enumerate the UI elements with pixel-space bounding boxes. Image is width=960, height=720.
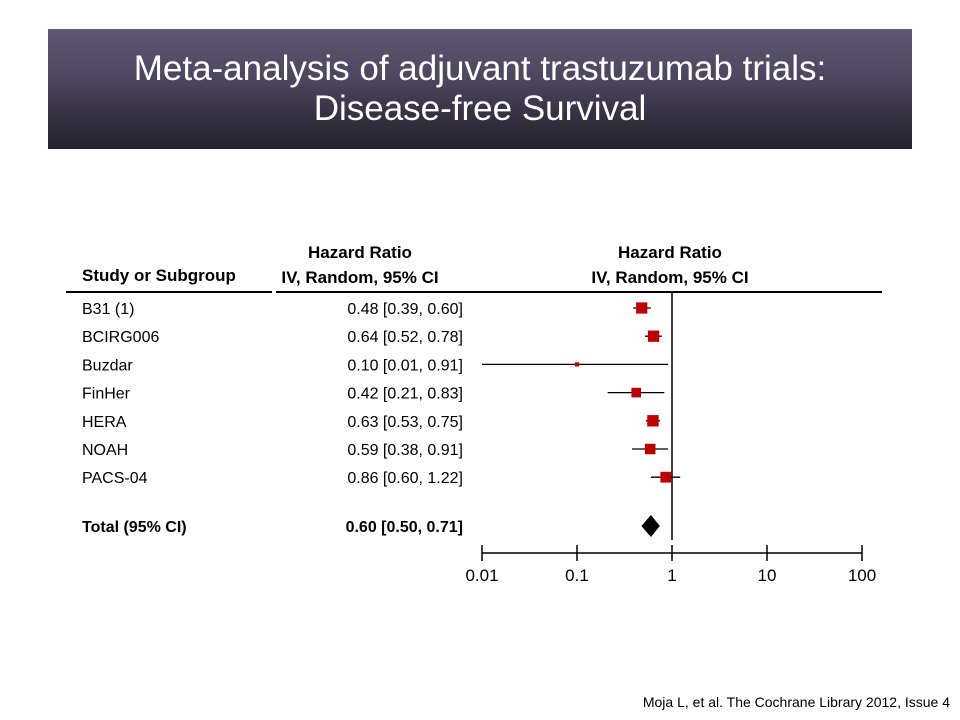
study-point-marker — [631, 387, 642, 398]
study-name: B31 (1) — [82, 301, 134, 318]
study-point-marker — [647, 415, 659, 427]
x-tick-label: 0.01 — [465, 566, 498, 585]
study-point-marker — [647, 330, 660, 342]
x-tick-label: 0.1 — [565, 566, 589, 585]
x-tick-label: 1 — [667, 566, 676, 585]
hr-column-header-line-2: IV, Random, 95% CI — [281, 268, 438, 287]
study-column-header: Study or Subgroup — [82, 266, 236, 285]
study-name: FinHer — [82, 386, 131, 403]
study-hr-label: 0.86 [0.60, 1.22] — [347, 470, 463, 487]
slide-title-line-1: Meta-analysis of adjuvant trastuzumab tr… — [133, 49, 827, 88]
study-hr-label: 0.42 [0.21, 0.83] — [347, 386, 463, 403]
study-point-marker — [574, 362, 580, 367]
plot-header-line-2: IV, Random, 95% CI — [591, 268, 748, 287]
study-name: NOAH — [82, 442, 128, 459]
total-hr-label: 0.60 [0.50, 0.71] — [346, 519, 463, 536]
x-tick-label: 100 — [848, 566, 876, 585]
hr-column-header-line-1: Hazard Ratio — [308, 243, 412, 262]
slide-title-line-2: Disease-free Survival — [313, 89, 647, 128]
study-point-marker — [660, 471, 672, 483]
study-hr-label: 0.63 [0.53, 0.75] — [347, 414, 463, 431]
study-point-marker — [636, 302, 648, 314]
plot-header-line-1: Hazard Ratio — [618, 243, 722, 262]
title-banner: Meta-analysis of adjuvant trastuzumab tr… — [48, 29, 912, 149]
study-hr-label: 0.48 [0.39, 0.60] — [347, 301, 463, 318]
study-name: HERA — [82, 414, 127, 431]
citation: Moja L, et al. The Cochrane Library 2012… — [642, 694, 950, 710]
study-hr-label: 0.64 [0.52, 0.78] — [347, 329, 463, 346]
total-diamond — [641, 515, 660, 537]
study-name: PACS-04 — [82, 470, 148, 487]
study-point-marker — [644, 443, 656, 455]
study-hr-label: 0.59 [0.38, 0.91] — [347, 442, 463, 459]
study-name: Buzdar — [82, 357, 133, 374]
x-tick-label: 10 — [758, 566, 777, 585]
total-name: Total (95% CI) — [82, 519, 187, 536]
study-hr-label: 0.10 [0.01, 0.91] — [347, 357, 463, 374]
study-name: BCIRG006 — [82, 329, 159, 346]
